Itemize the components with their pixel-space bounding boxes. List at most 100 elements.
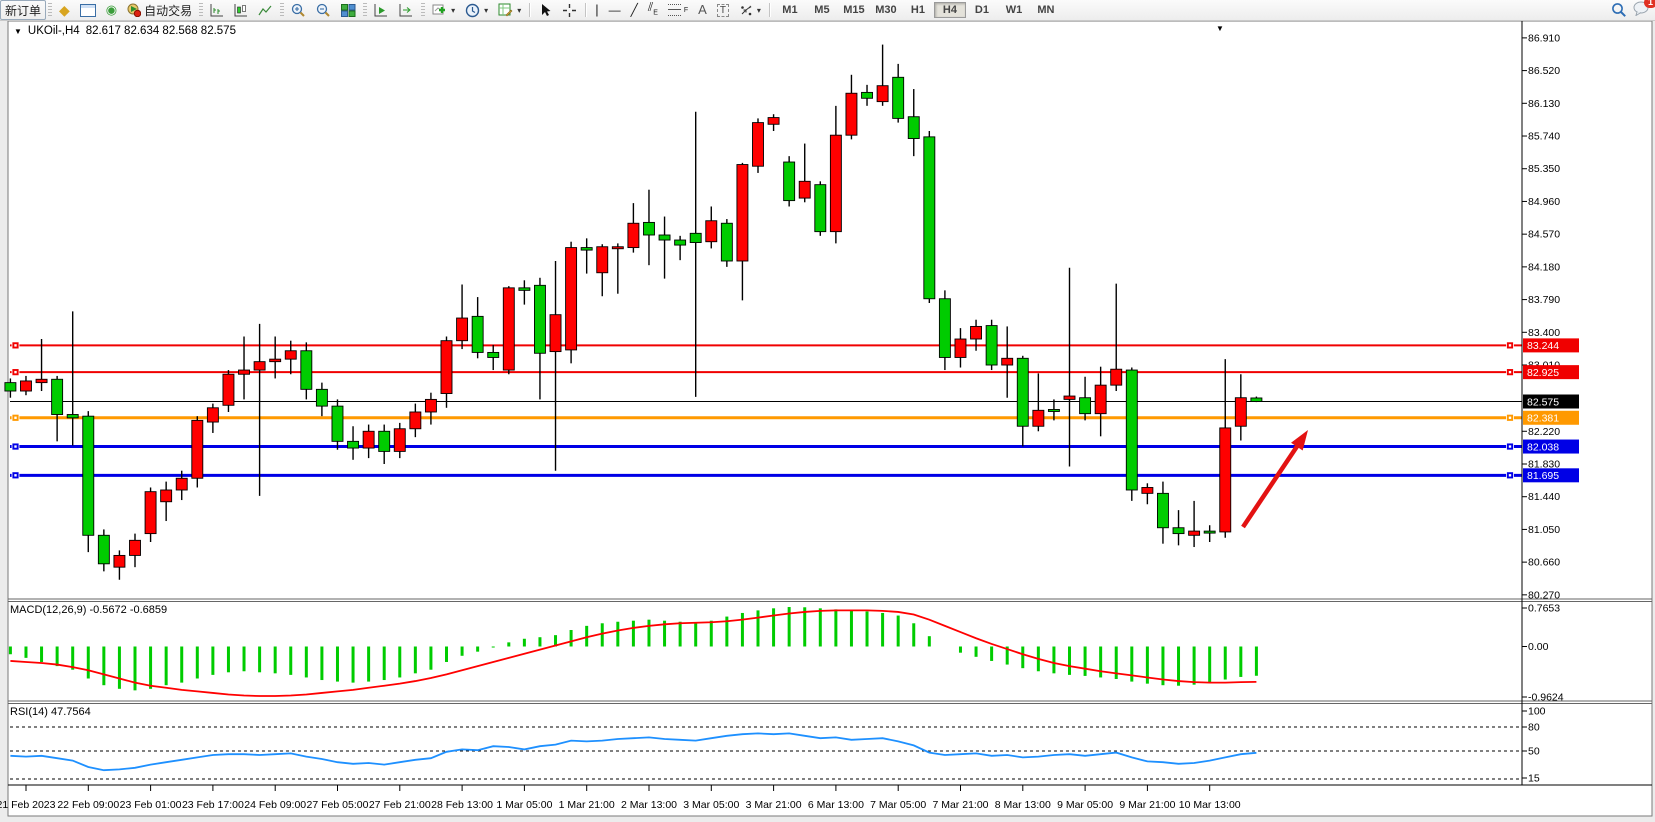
timeframe-button-M1[interactable]: M1 bbox=[782, 4, 798, 16]
bar-chart-button[interactable] bbox=[205, 0, 229, 20]
candle bbox=[518, 280, 531, 305]
search-icon[interactable] bbox=[1611, 2, 1627, 18]
price-badge bbox=[1523, 394, 1579, 409]
cursor-button[interactable] bbox=[534, 0, 557, 20]
time-tick-label: 23 Feb 01:00 bbox=[120, 799, 182, 811]
candle bbox=[892, 63, 905, 123]
time-tick-label: 24 Feb 09:00 bbox=[244, 799, 306, 811]
price-tick-label: 83.400 bbox=[1528, 327, 1560, 339]
toolbar-grip bbox=[421, 3, 426, 17]
price-badge-label: 82.925 bbox=[1527, 367, 1559, 379]
line-chart-button[interactable] bbox=[253, 0, 278, 20]
candle bbox=[113, 550, 126, 580]
candle bbox=[253, 323, 266, 496]
timeframe-button-MN[interactable]: MN bbox=[1037, 4, 1055, 16]
new-chart-icon bbox=[79, 3, 96, 17]
price-badge bbox=[1523, 410, 1579, 425]
chart-shift-button[interactable] bbox=[394, 0, 419, 20]
tile-windows-icon bbox=[341, 3, 356, 17]
candle bbox=[596, 244, 609, 297]
candle bbox=[424, 392, 437, 425]
vertical-line-button[interactable]: | bbox=[590, 0, 603, 20]
candle bbox=[1047, 399, 1060, 421]
timeframe-button-D1[interactable]: D1 bbox=[974, 4, 989, 16]
timeframe-button-M5[interactable]: M5 bbox=[814, 4, 830, 16]
candle bbox=[705, 206, 718, 249]
zoom-out-icon bbox=[317, 3, 330, 17]
candle bbox=[222, 370, 235, 412]
timeframe-button-H1[interactable]: H1 bbox=[910, 4, 925, 16]
chevron-down-icon: ▾ bbox=[517, 5, 522, 15]
candle bbox=[315, 382, 328, 417]
candle bbox=[1032, 373, 1045, 432]
trendline-button[interactable]: ╱ bbox=[626, 0, 643, 20]
fibonacci-f-label: F bbox=[683, 6, 689, 14]
new-order-button[interactable]: 新订单 bbox=[0, 0, 47, 20]
templates-button[interactable]: ▾ bbox=[493, 0, 526, 20]
add-indicator-button[interactable]: ▾ bbox=[427, 0, 460, 20]
candle bbox=[206, 403, 219, 433]
toolbar-separator bbox=[529, 3, 532, 17]
symbol-title: UKOil-,H4 bbox=[27, 25, 80, 37]
horizontal-line-button[interactable]: — bbox=[604, 0, 626, 20]
market-watch-button[interactable]: ◆ bbox=[54, 0, 75, 20]
price-tick-label: 84.180 bbox=[1528, 261, 1560, 273]
signals-button[interactable]: ◉ bbox=[101, 0, 122, 20]
new-chart-button[interactable] bbox=[75, 0, 101, 20]
candle bbox=[471, 297, 484, 359]
price-badge bbox=[1523, 338, 1579, 353]
candle bbox=[783, 156, 796, 207]
price-badge-label: 82.038 bbox=[1527, 441, 1559, 453]
price-badge bbox=[1523, 365, 1579, 380]
text-button[interactable]: A bbox=[693, 0, 712, 20]
tile-windows-button[interactable] bbox=[336, 0, 361, 20]
fibonacci-button[interactable]: F bbox=[663, 0, 693, 20]
price-tick-label: 83.790 bbox=[1528, 294, 1560, 306]
chevron-down-icon: ▾ bbox=[451, 5, 456, 15]
time-tick-label: 22 Feb 09:00 bbox=[57, 799, 119, 811]
timeframe-button-M15[interactable]: M15 bbox=[843, 4, 865, 16]
price-tick-label: 80.270 bbox=[1528, 589, 1560, 601]
line-handle-center bbox=[1508, 416, 1512, 419]
candle bbox=[1001, 326, 1014, 398]
text-icon: A bbox=[698, 2, 707, 17]
candle bbox=[191, 416, 204, 488]
candle bbox=[175, 470, 188, 501]
timeframe-button-H4[interactable]: H4 bbox=[933, 2, 966, 18]
time-tick-label: 28 Feb 13:00 bbox=[431, 799, 493, 811]
candle bbox=[1172, 510, 1185, 546]
timeframe-button-M30[interactable]: M30 bbox=[875, 4, 897, 16]
candle bbox=[144, 487, 157, 542]
candle bbox=[985, 319, 998, 371]
trend-arrow-head[interactable] bbox=[1291, 430, 1308, 451]
candle bbox=[362, 424, 375, 459]
candle bbox=[798, 143, 811, 203]
symbol-dropdown-icon[interactable]: ▼ bbox=[14, 26, 22, 36]
arrows-button[interactable]: ▾ bbox=[734, 0, 766, 20]
candle bbox=[238, 336, 250, 400]
candle bbox=[658, 216, 671, 279]
arrows-icon bbox=[741, 5, 752, 15]
channel-button[interactable]: ⫽E bbox=[643, 0, 663, 20]
candlestick-button[interactable] bbox=[229, 0, 253, 20]
bar-chart-icon bbox=[210, 3, 224, 16]
autotrading-button[interactable]: 自动交易 bbox=[122, 0, 197, 20]
toolbar-grip bbox=[363, 3, 368, 17]
line-handle-center bbox=[1508, 445, 1512, 448]
candle bbox=[861, 84, 873, 106]
timeframe-button-W1[interactable]: W1 bbox=[1005, 4, 1023, 16]
zoom-in-button[interactable] bbox=[286, 0, 311, 20]
chat-button[interactable]: 1 bbox=[1633, 0, 1655, 19]
zoom-out-button[interactable] bbox=[311, 0, 336, 20]
candle bbox=[611, 243, 624, 294]
chart-menu-arrow[interactable]: ▼ bbox=[1216, 24, 1224, 33]
autotrading-label: 自动交易 bbox=[144, 3, 193, 18]
period-button[interactable]: ▾ bbox=[460, 0, 493, 20]
candle bbox=[1219, 359, 1232, 538]
text-label-button[interactable]: T bbox=[712, 0, 734, 20]
auto-scroll-button[interactable] bbox=[369, 0, 394, 20]
trend-arrow-line[interactable] bbox=[1241, 440, 1303, 529]
crosshair-button[interactable] bbox=[557, 0, 582, 20]
toolbar-right: 1 bbox=[1611, 0, 1655, 20]
